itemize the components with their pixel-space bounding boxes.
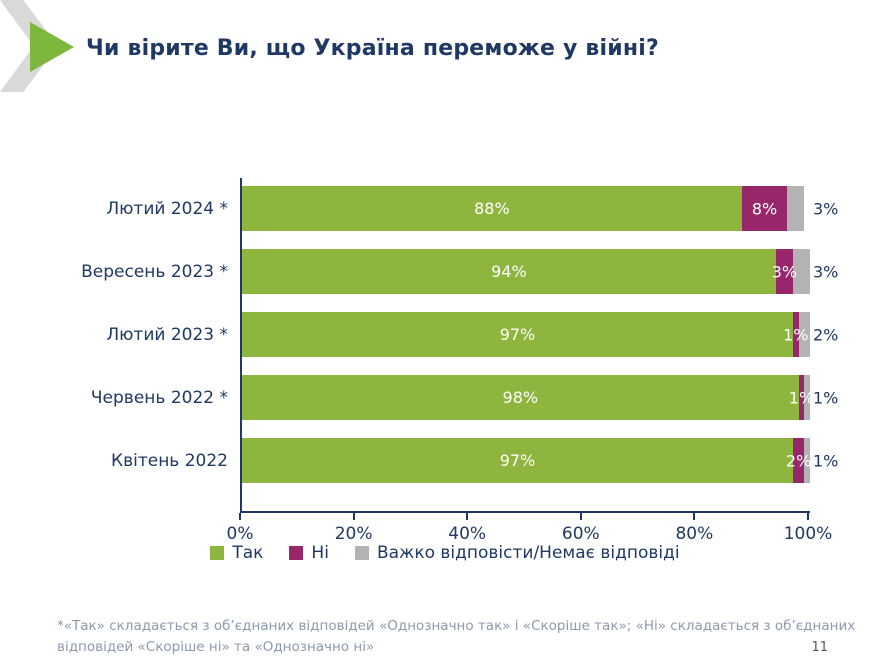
value-label-no: 1% <box>783 325 809 344</box>
legend-item-dontknow: Важко відповісти/Немає відповіді <box>354 543 680 563</box>
bar-segment-yes: 97% <box>242 312 793 357</box>
slide-accent <box>0 0 80 94</box>
x-axis-labels: 0% 20% 40% 60% 80% 100% <box>227 524 833 546</box>
y-axis-line <box>240 178 242 513</box>
bar-segment-dontknow <box>787 186 805 231</box>
bar-segment-dontknow <box>798 312 810 357</box>
tick-mark <box>579 513 582 520</box>
value-label-dontknow: 3% <box>813 199 839 218</box>
legend-swatch-yes-icon <box>210 546 225 560</box>
bar-segment-yes: 94% <box>242 249 776 294</box>
x-axis-ticks <box>239 513 809 520</box>
value-label-yes: 94% <box>491 262 527 281</box>
bar-segment-yes: 98% <box>242 375 799 420</box>
play-arrow-icon <box>30 22 74 72</box>
footnote-line-2: відповідей «Скоріше ні» та «Однозначно н… <box>57 638 375 655</box>
value-label-no: 8% <box>751 199 778 218</box>
bar-track: 97% 1% 2% <box>242 312 838 357</box>
bar-track: 94% 3% 3% <box>242 249 838 294</box>
legend-item-yes: Так <box>210 543 263 563</box>
value-label-dontknow: 1% <box>813 388 839 407</box>
tick-mark <box>352 513 355 520</box>
bar-row: Лютий 2024 * 88% 8% 3% <box>80 186 838 231</box>
legend-label: Важко відповісти/Немає відповіді <box>376 543 680 563</box>
bar-segment-dontknow <box>792 249 810 294</box>
tick-label: 60% <box>561 524 600 544</box>
bar-segment-yes: 97% <box>242 438 793 483</box>
chart-legend: Так Ні Важко відповісти/Немає відповіді <box>80 543 810 563</box>
bar-segment-no <box>775 249 793 294</box>
tick-mark <box>239 513 241 520</box>
bar-segment-no <box>798 375 805 420</box>
legend-item-no: Ні <box>289 543 329 563</box>
value-label-yes: 97% <box>499 451 536 470</box>
slide-title: Чи вірите Ви, що Україна переможе у війн… <box>86 36 659 61</box>
tick-label: 0% <box>226 524 254 544</box>
tick-mark <box>807 513 809 520</box>
bar-row: Квітень 2022 97% 2% 1% <box>80 438 838 483</box>
bar-row: Лютий 2023 * 97% 1% 2% <box>80 312 838 357</box>
value-label-yes: 97% <box>499 325 536 344</box>
value-label-dontknow: 1% <box>813 451 839 470</box>
bar-segment-dontknow <box>804 438 810 483</box>
tick-label: 20% <box>334 524 373 544</box>
value-label-no: 3% <box>771 262 798 281</box>
tick-mark <box>466 513 469 520</box>
bar-chart: Лютий 2024 * 88% 8% 3% Вересень 2023 * 9… <box>80 178 838 546</box>
bar-track: 88% 8% 3% <box>242 186 838 231</box>
value-label-yes: 88% <box>474 199 510 218</box>
tick-label: 100% <box>783 524 833 544</box>
category-label: Лютий 2024 * <box>106 198 228 219</box>
category-label: Вересень 2023 * <box>81 261 228 282</box>
x-axis-line <box>240 511 810 513</box>
tick-label: 80% <box>675 524 714 544</box>
tick-label: 40% <box>448 524 487 544</box>
page-number: 11 <box>811 640 828 655</box>
legend-label: Так <box>232 543 264 563</box>
tick-mark <box>693 513 696 520</box>
category-label: Червень 2022 * <box>90 387 228 408</box>
value-label-no: 2% <box>785 451 812 470</box>
bar-segment-no <box>741 186 788 231</box>
bar-segment-no <box>792 438 805 483</box>
value-label-dontknow: 3% <box>813 262 839 281</box>
bar-row: Червень 2022 * 98% 1% 1% <box>80 375 838 420</box>
bar-segment-yes: 88% <box>242 186 742 231</box>
legend-label: Ні <box>311 543 329 563</box>
value-label-yes: 98% <box>502 388 539 407</box>
bar-track: 98% 1% 1% <box>242 375 838 420</box>
value-label-no: 1% <box>788 388 815 407</box>
footnote: *«Так» складається з об’єднаних відповід… <box>57 616 867 658</box>
bar-row: Вересень 2023 * 94% 3% 3% <box>80 249 838 294</box>
bar-segment-dontknow <box>804 375 810 420</box>
value-label-dontknow: 2% <box>813 325 839 344</box>
category-label: Квітень 2022 <box>111 450 228 471</box>
legend-swatch-no-icon <box>289 546 304 560</box>
bar-segment-no <box>792 312 799 357</box>
category-label: Лютий 2023 * <box>106 324 228 345</box>
plot-area: Лютий 2024 * 88% 8% 3% Вересень 2023 * 9… <box>80 178 838 513</box>
bar-track: 97% 2% 1% <box>242 438 838 483</box>
footnote-line-1: *«Так» складається з об’єднаних відповід… <box>57 618 856 634</box>
legend-swatch-dontknow-icon <box>354 546 369 560</box>
